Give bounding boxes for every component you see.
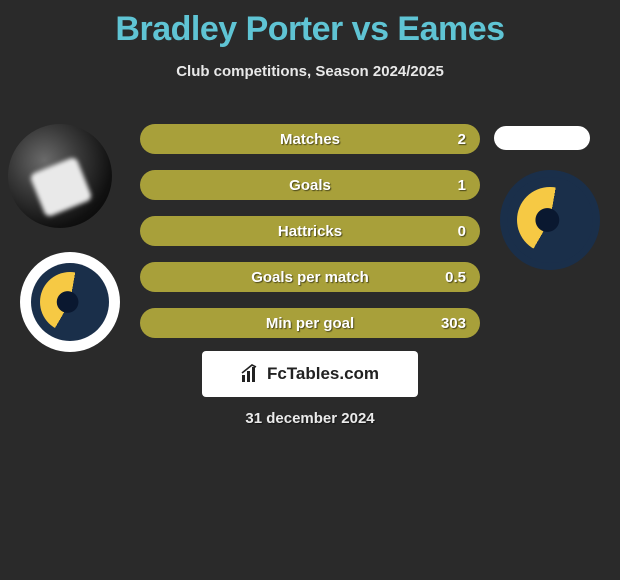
mariners-crest-icon [507, 177, 593, 263]
stat-right-value: 0 [458, 223, 466, 240]
snapshot-date: 31 december 2024 [245, 410, 374, 427]
stat-label: Hattricks [278, 223, 342, 240]
stat-row-goals-per-match: Goals per match 0.5 [140, 262, 480, 292]
player-left-club-badge [20, 252, 120, 352]
page-title: Bradley Porter vs Eames [0, 0, 620, 49]
mariners-crest-icon [31, 263, 109, 341]
brand-label: FcTables.com [267, 364, 379, 384]
stat-row-hattricks: Hattricks 0 [140, 216, 480, 246]
player-left-avatar [8, 124, 112, 228]
player-right-name-pill [494, 126, 590, 150]
stat-right-value: 1 [458, 177, 466, 194]
player-right-club-badge [500, 170, 600, 270]
page-subtitle: Club competitions, Season 2024/2025 [0, 63, 620, 80]
stat-label: Goals per match [251, 269, 369, 286]
stat-right-value: 2 [458, 131, 466, 148]
stat-label: Matches [280, 131, 340, 148]
stat-label: Goals [289, 177, 331, 194]
stat-row-min-per-goal: Min per goal 303 [140, 308, 480, 338]
stat-row-goals: Goals 1 [140, 170, 480, 200]
stat-row-matches: Matches 2 [140, 124, 480, 154]
stat-label: Min per goal [266, 315, 354, 332]
stat-right-value: 303 [441, 315, 466, 332]
bar-chart-icon [241, 364, 261, 384]
stats-container: Matches 2 Goals 1 Hattricks 0 Goals per … [140, 124, 480, 354]
brand-badge: FcTables.com [202, 351, 418, 397]
stat-right-value: 0.5 [445, 269, 466, 286]
